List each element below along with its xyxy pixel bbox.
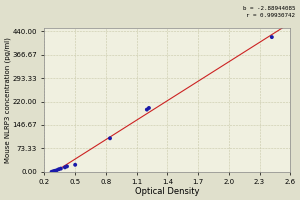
Point: [62, 166, 67, 169]
X-axis label: Optical Density: Optical Density: [135, 187, 200, 196]
Point: [52, 169, 57, 172]
Text: b = -2.88944085
r = 0.99930742: b = -2.88944085 r = 0.99930742: [243, 6, 296, 18]
Point: [269, 36, 274, 39]
Point: [73, 163, 78, 166]
Point: [56, 168, 61, 171]
Point: [145, 108, 149, 111]
Point: [51, 170, 56, 173]
Point: [49, 170, 54, 173]
Point: [108, 137, 112, 140]
Point: [58, 167, 63, 170]
Y-axis label: Mouse NLRP3 concentration (pg/ml): Mouse NLRP3 concentration (pg/ml): [4, 37, 11, 163]
Point: [54, 169, 59, 172]
Point: [146, 106, 151, 110]
Point: [64, 165, 69, 168]
